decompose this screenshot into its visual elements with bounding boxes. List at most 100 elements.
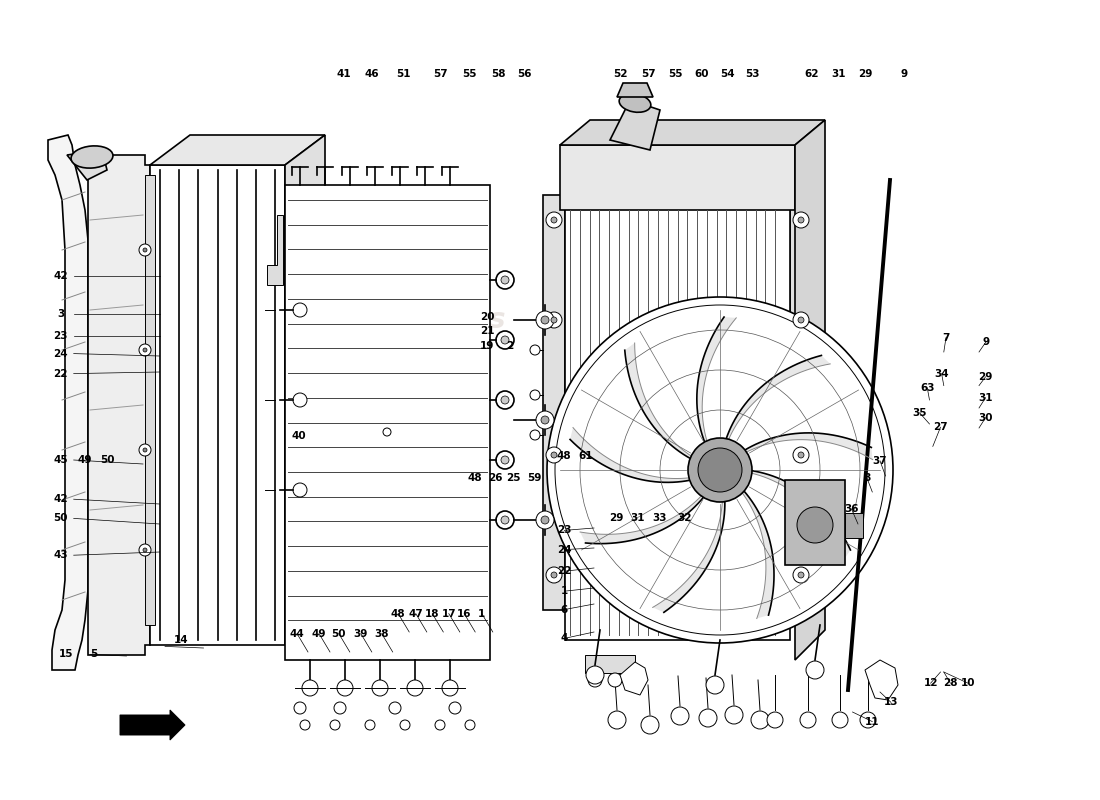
- Text: 48: 48: [390, 609, 406, 618]
- Circle shape: [496, 451, 514, 469]
- Circle shape: [143, 248, 147, 252]
- Text: 9: 9: [901, 70, 908, 79]
- Text: 35: 35: [912, 408, 927, 418]
- Circle shape: [641, 716, 659, 734]
- Circle shape: [546, 567, 562, 583]
- Circle shape: [143, 448, 147, 452]
- Polygon shape: [652, 497, 725, 612]
- Text: 57: 57: [641, 70, 657, 79]
- Text: 48: 48: [557, 451, 572, 461]
- Circle shape: [496, 331, 514, 349]
- Text: 42: 42: [53, 494, 68, 504]
- Bar: [560, 145, 795, 210]
- Text: 50: 50: [100, 455, 116, 465]
- Text: 3: 3: [57, 310, 64, 319]
- Circle shape: [541, 316, 549, 324]
- Circle shape: [293, 303, 307, 317]
- Circle shape: [442, 680, 458, 696]
- Text: 55: 55: [462, 70, 477, 79]
- Text: 46: 46: [364, 70, 380, 79]
- Circle shape: [698, 448, 742, 492]
- Circle shape: [500, 276, 509, 284]
- Circle shape: [628, 673, 642, 687]
- Text: 9: 9: [982, 338, 989, 347]
- Circle shape: [751, 711, 769, 729]
- Circle shape: [293, 483, 307, 497]
- Polygon shape: [285, 135, 324, 645]
- Polygon shape: [580, 492, 706, 544]
- Circle shape: [500, 336, 509, 344]
- Text: 15: 15: [58, 650, 74, 659]
- Circle shape: [608, 711, 626, 729]
- Bar: [150, 165, 285, 645]
- Circle shape: [671, 707, 689, 725]
- Text: 5: 5: [90, 650, 97, 659]
- Text: 18: 18: [425, 609, 440, 618]
- Circle shape: [300, 720, 310, 730]
- Polygon shape: [48, 135, 88, 670]
- Bar: [285, 185, 490, 660]
- Circle shape: [546, 447, 562, 463]
- Text: eurospares: eurospares: [110, 162, 286, 190]
- Text: eurospares: eurospares: [704, 482, 880, 510]
- Text: 44: 44: [289, 629, 305, 638]
- Bar: [543, 195, 565, 610]
- Circle shape: [530, 345, 540, 355]
- Bar: [845, 513, 864, 538]
- Polygon shape: [795, 120, 825, 660]
- Circle shape: [139, 444, 151, 456]
- Text: 39: 39: [353, 629, 369, 638]
- Text: 20: 20: [480, 312, 495, 322]
- Text: 61: 61: [578, 451, 593, 461]
- Polygon shape: [67, 150, 107, 180]
- Text: 60: 60: [694, 70, 710, 79]
- Circle shape: [337, 680, 353, 696]
- Text: 8: 8: [864, 473, 870, 482]
- Circle shape: [541, 516, 549, 524]
- Polygon shape: [740, 433, 872, 459]
- Text: 31: 31: [630, 514, 646, 523]
- Circle shape: [143, 348, 147, 352]
- Text: 11: 11: [865, 717, 880, 726]
- Text: 47: 47: [408, 609, 424, 618]
- Text: 37: 37: [872, 456, 888, 466]
- Circle shape: [688, 438, 752, 502]
- Text: 56: 56: [517, 70, 532, 79]
- Circle shape: [449, 702, 461, 714]
- Text: 62: 62: [804, 70, 820, 79]
- Text: 2: 2: [506, 341, 513, 350]
- Text: 12: 12: [923, 678, 938, 688]
- Circle shape: [547, 297, 893, 643]
- Text: 40: 40: [292, 431, 307, 441]
- Text: 17: 17: [441, 609, 456, 618]
- Circle shape: [407, 680, 424, 696]
- Text: 14: 14: [174, 635, 189, 645]
- Bar: [565, 205, 790, 640]
- Circle shape: [400, 720, 410, 730]
- Circle shape: [500, 396, 509, 404]
- Text: 19: 19: [480, 341, 495, 350]
- Text: 31: 31: [830, 70, 846, 79]
- Circle shape: [383, 428, 390, 436]
- Text: 49: 49: [77, 455, 92, 465]
- Circle shape: [139, 244, 151, 256]
- Text: 54: 54: [719, 70, 735, 79]
- Text: 21: 21: [480, 326, 495, 336]
- Polygon shape: [267, 215, 283, 285]
- Circle shape: [608, 673, 622, 687]
- Text: 28: 28: [943, 678, 958, 688]
- Bar: [585, 655, 635, 673]
- Circle shape: [372, 680, 388, 696]
- Text: 36: 36: [844, 504, 859, 514]
- Polygon shape: [570, 427, 694, 482]
- Text: 4: 4: [561, 634, 568, 643]
- Text: 23: 23: [53, 331, 68, 341]
- Text: 24: 24: [557, 545, 572, 554]
- Circle shape: [798, 452, 804, 458]
- Text: 22: 22: [557, 566, 572, 576]
- Text: 16: 16: [456, 609, 472, 618]
- Circle shape: [725, 706, 742, 724]
- Circle shape: [706, 676, 724, 694]
- Circle shape: [798, 217, 804, 223]
- Circle shape: [143, 548, 147, 552]
